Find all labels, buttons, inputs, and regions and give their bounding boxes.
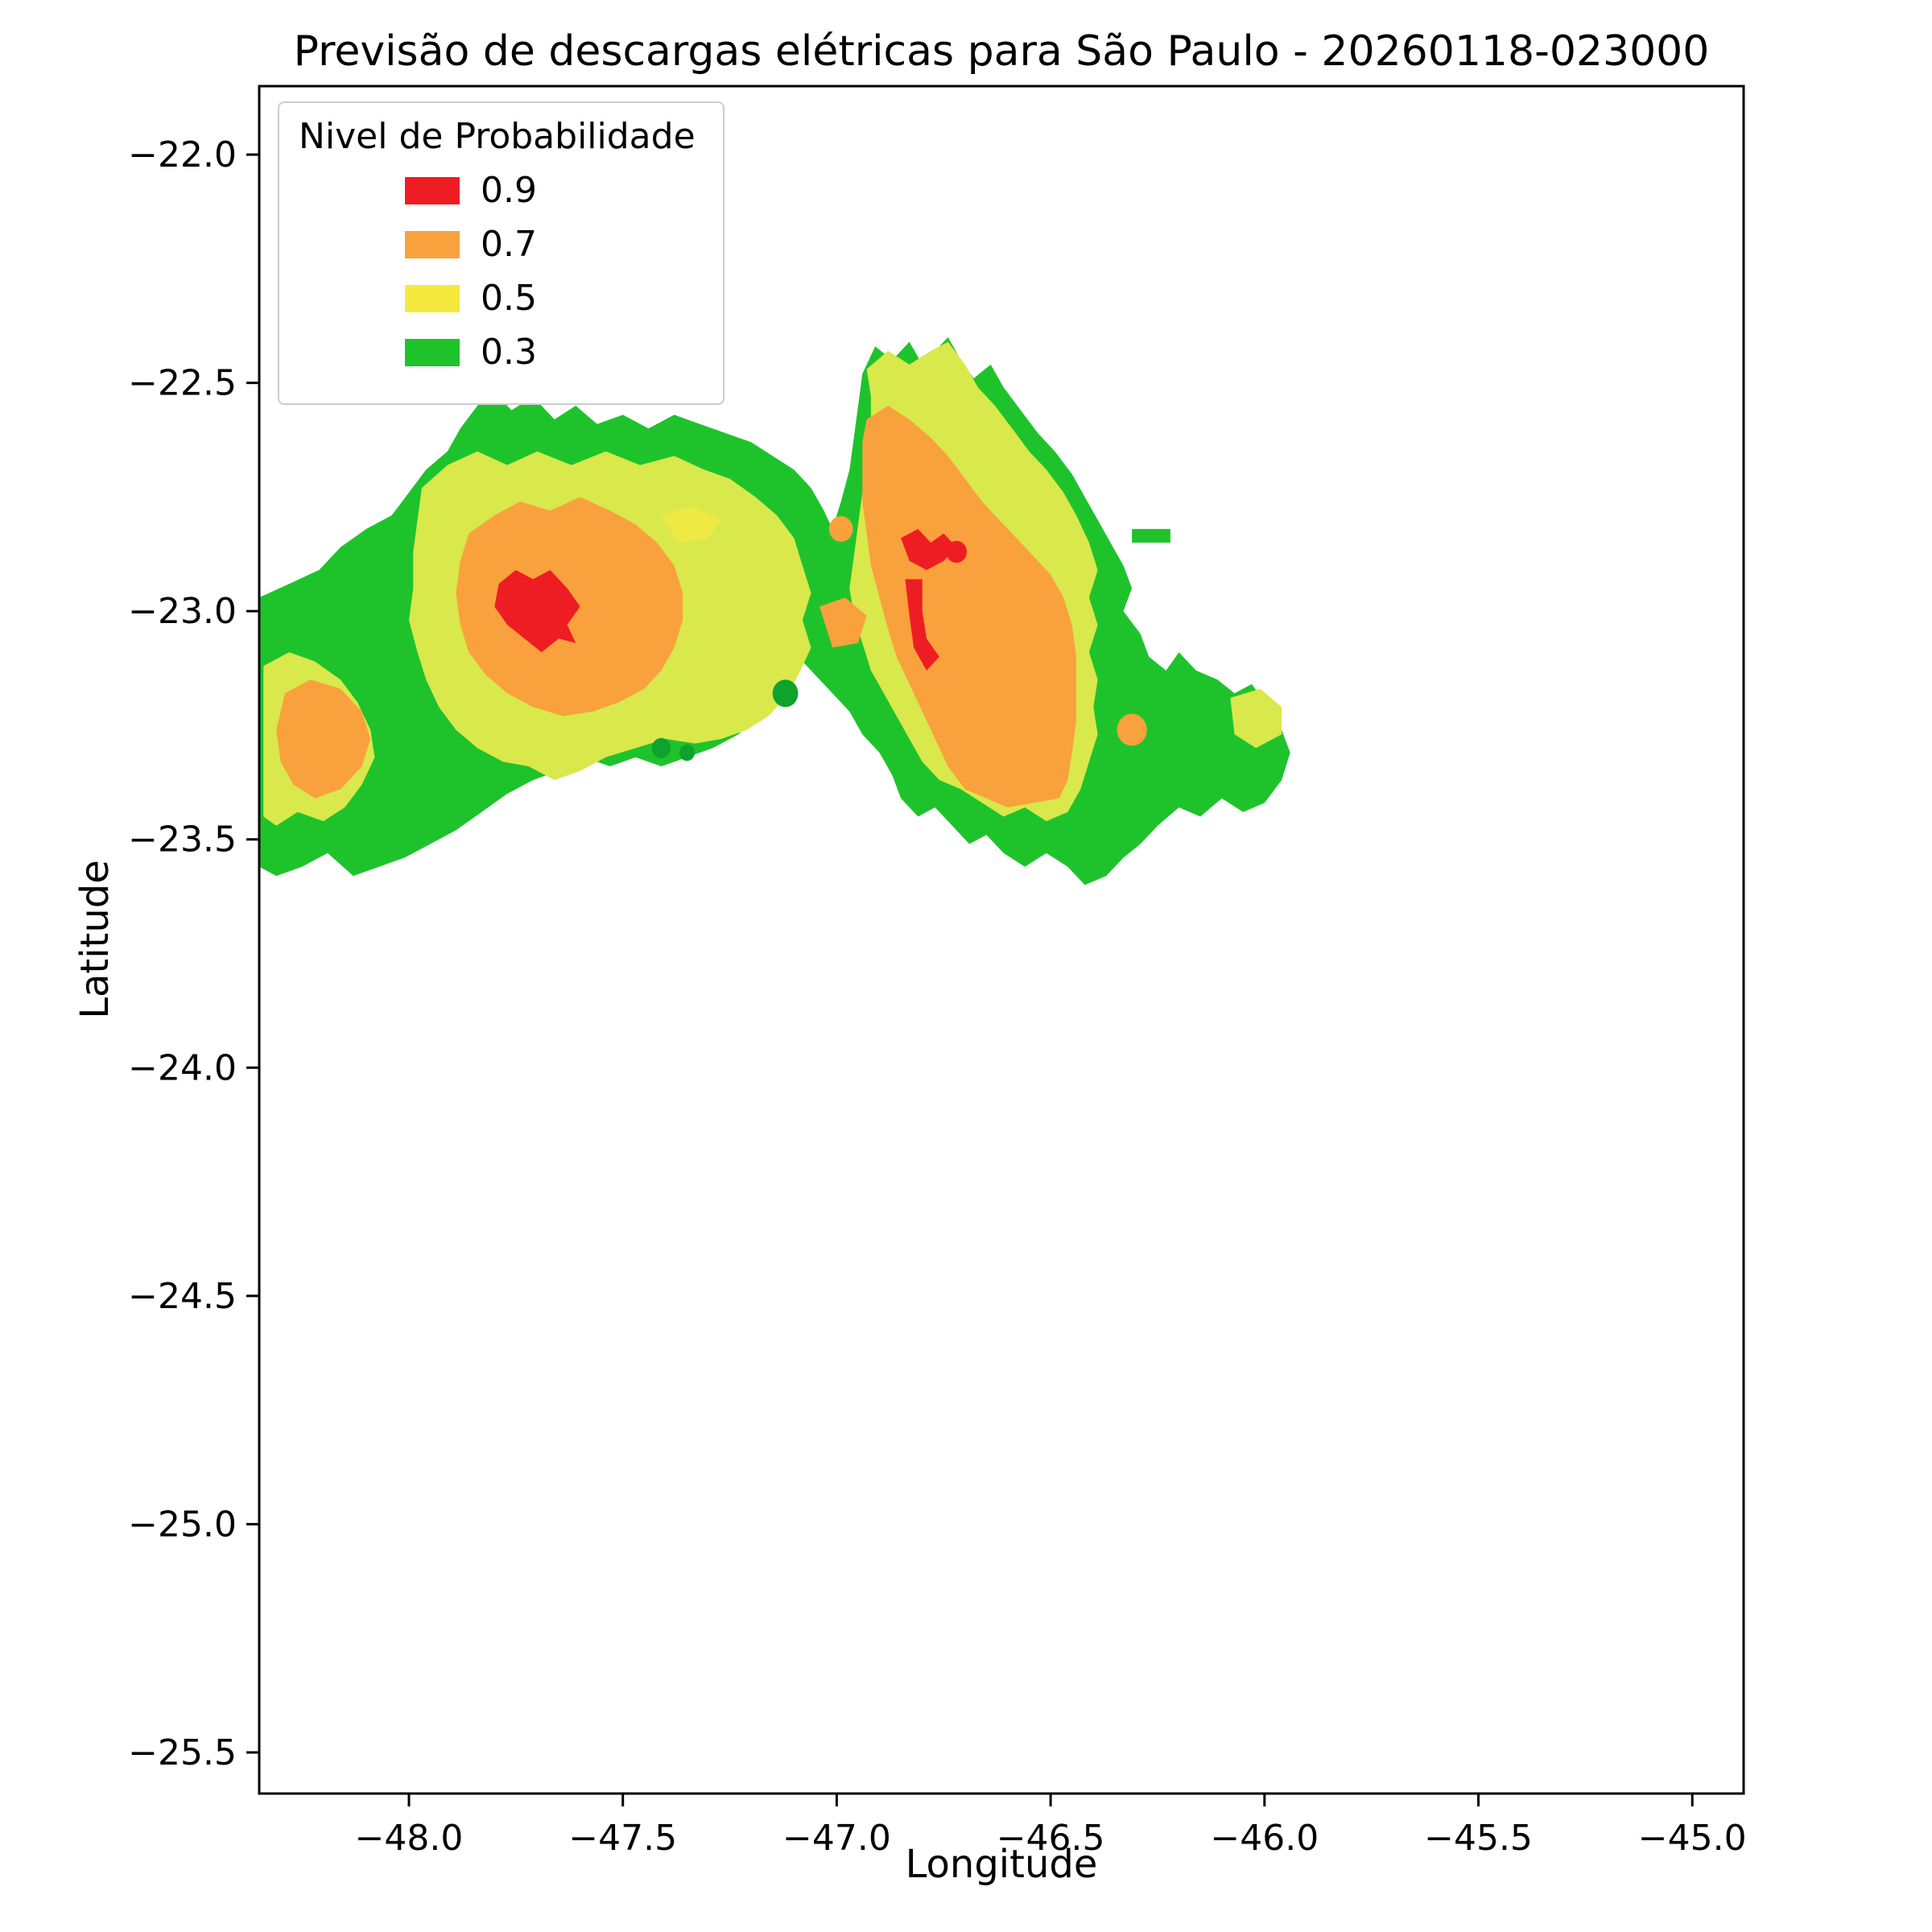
y-tick-label: −22.0	[128, 134, 237, 175]
y-tick-label: −23.0	[128, 591, 237, 632]
legend-label: 0.5	[481, 278, 537, 319]
x-tick-label: −46.5	[997, 1818, 1105, 1859]
y-axis-label: Latitude	[72, 860, 118, 1019]
legend-entry: 0.3	[299, 332, 696, 373]
legend: Nivel de Probabilidade 0.9 0.7 0.5 0.3	[278, 101, 724, 405]
region-orange-east-column	[862, 406, 1076, 807]
axes-frame	[258, 85, 1745, 1795]
chart-title: Previsão de descargas elétricas para São…	[293, 27, 1710, 76]
region-yellow-bright-patch	[661, 506, 721, 543]
region-orange-dot-west-of-column	[828, 516, 853, 542]
legend-label: 0.7	[481, 224, 537, 265]
legend-label: 0.3	[481, 332, 537, 373]
region-yellow-east-right-patch	[1230, 688, 1282, 749]
region-red-east-strip	[905, 579, 939, 671]
legend-swatch-0.3	[405, 338, 460, 366]
region-darkgreen-dot-3	[679, 744, 696, 762]
region-orange-east-left-patch	[819, 597, 867, 648]
region-darkgreen-dot-2	[651, 737, 671, 758]
legend-entry: 0.7	[299, 224, 696, 265]
y-tick-label: −25.0	[128, 1504, 237, 1545]
region-red-east-cluster	[901, 529, 957, 571]
y-tick-label: −22.5	[128, 363, 237, 404]
legend-entry: 0.5	[299, 278, 696, 319]
x-tick-label: −47.5	[568, 1818, 677, 1859]
region-green-dash	[1132, 529, 1170, 543]
legend-swatch-0.7	[405, 230, 460, 258]
x-tick-label: −46.0	[1210, 1818, 1319, 1859]
legend-label: 0.9	[481, 170, 537, 211]
x-tick-label: −48.0	[355, 1818, 464, 1859]
x-tick-label: −47.0	[782, 1818, 891, 1859]
x-tick-label: −45.5	[1424, 1818, 1533, 1859]
region-orange-dot-right-band	[1117, 713, 1147, 746]
region-orange-west-left	[276, 679, 371, 799]
x-tick-label: −45.0	[1638, 1818, 1747, 1859]
legend-title: Nivel de Probabilidade	[299, 116, 696, 157]
region-darkgreen-dot-1	[772, 679, 799, 708]
contour-regions	[259, 336, 1290, 886]
x-axis-label: Longitude	[905, 1842, 1098, 1887]
y-tick-label: −23.5	[128, 819, 237, 861]
region-red-east-dot	[946, 540, 967, 564]
region-red-west-core	[494, 570, 580, 653]
y-tick-label: −25.5	[128, 1732, 237, 1773]
y-tick-label: −24.5	[128, 1276, 237, 1317]
legend-swatch-0.9	[405, 176, 460, 204]
y-tick-label: −24.0	[128, 1047, 237, 1088]
legend-entry: 0.9	[299, 170, 696, 211]
legend-swatch-0.5	[405, 284, 460, 312]
